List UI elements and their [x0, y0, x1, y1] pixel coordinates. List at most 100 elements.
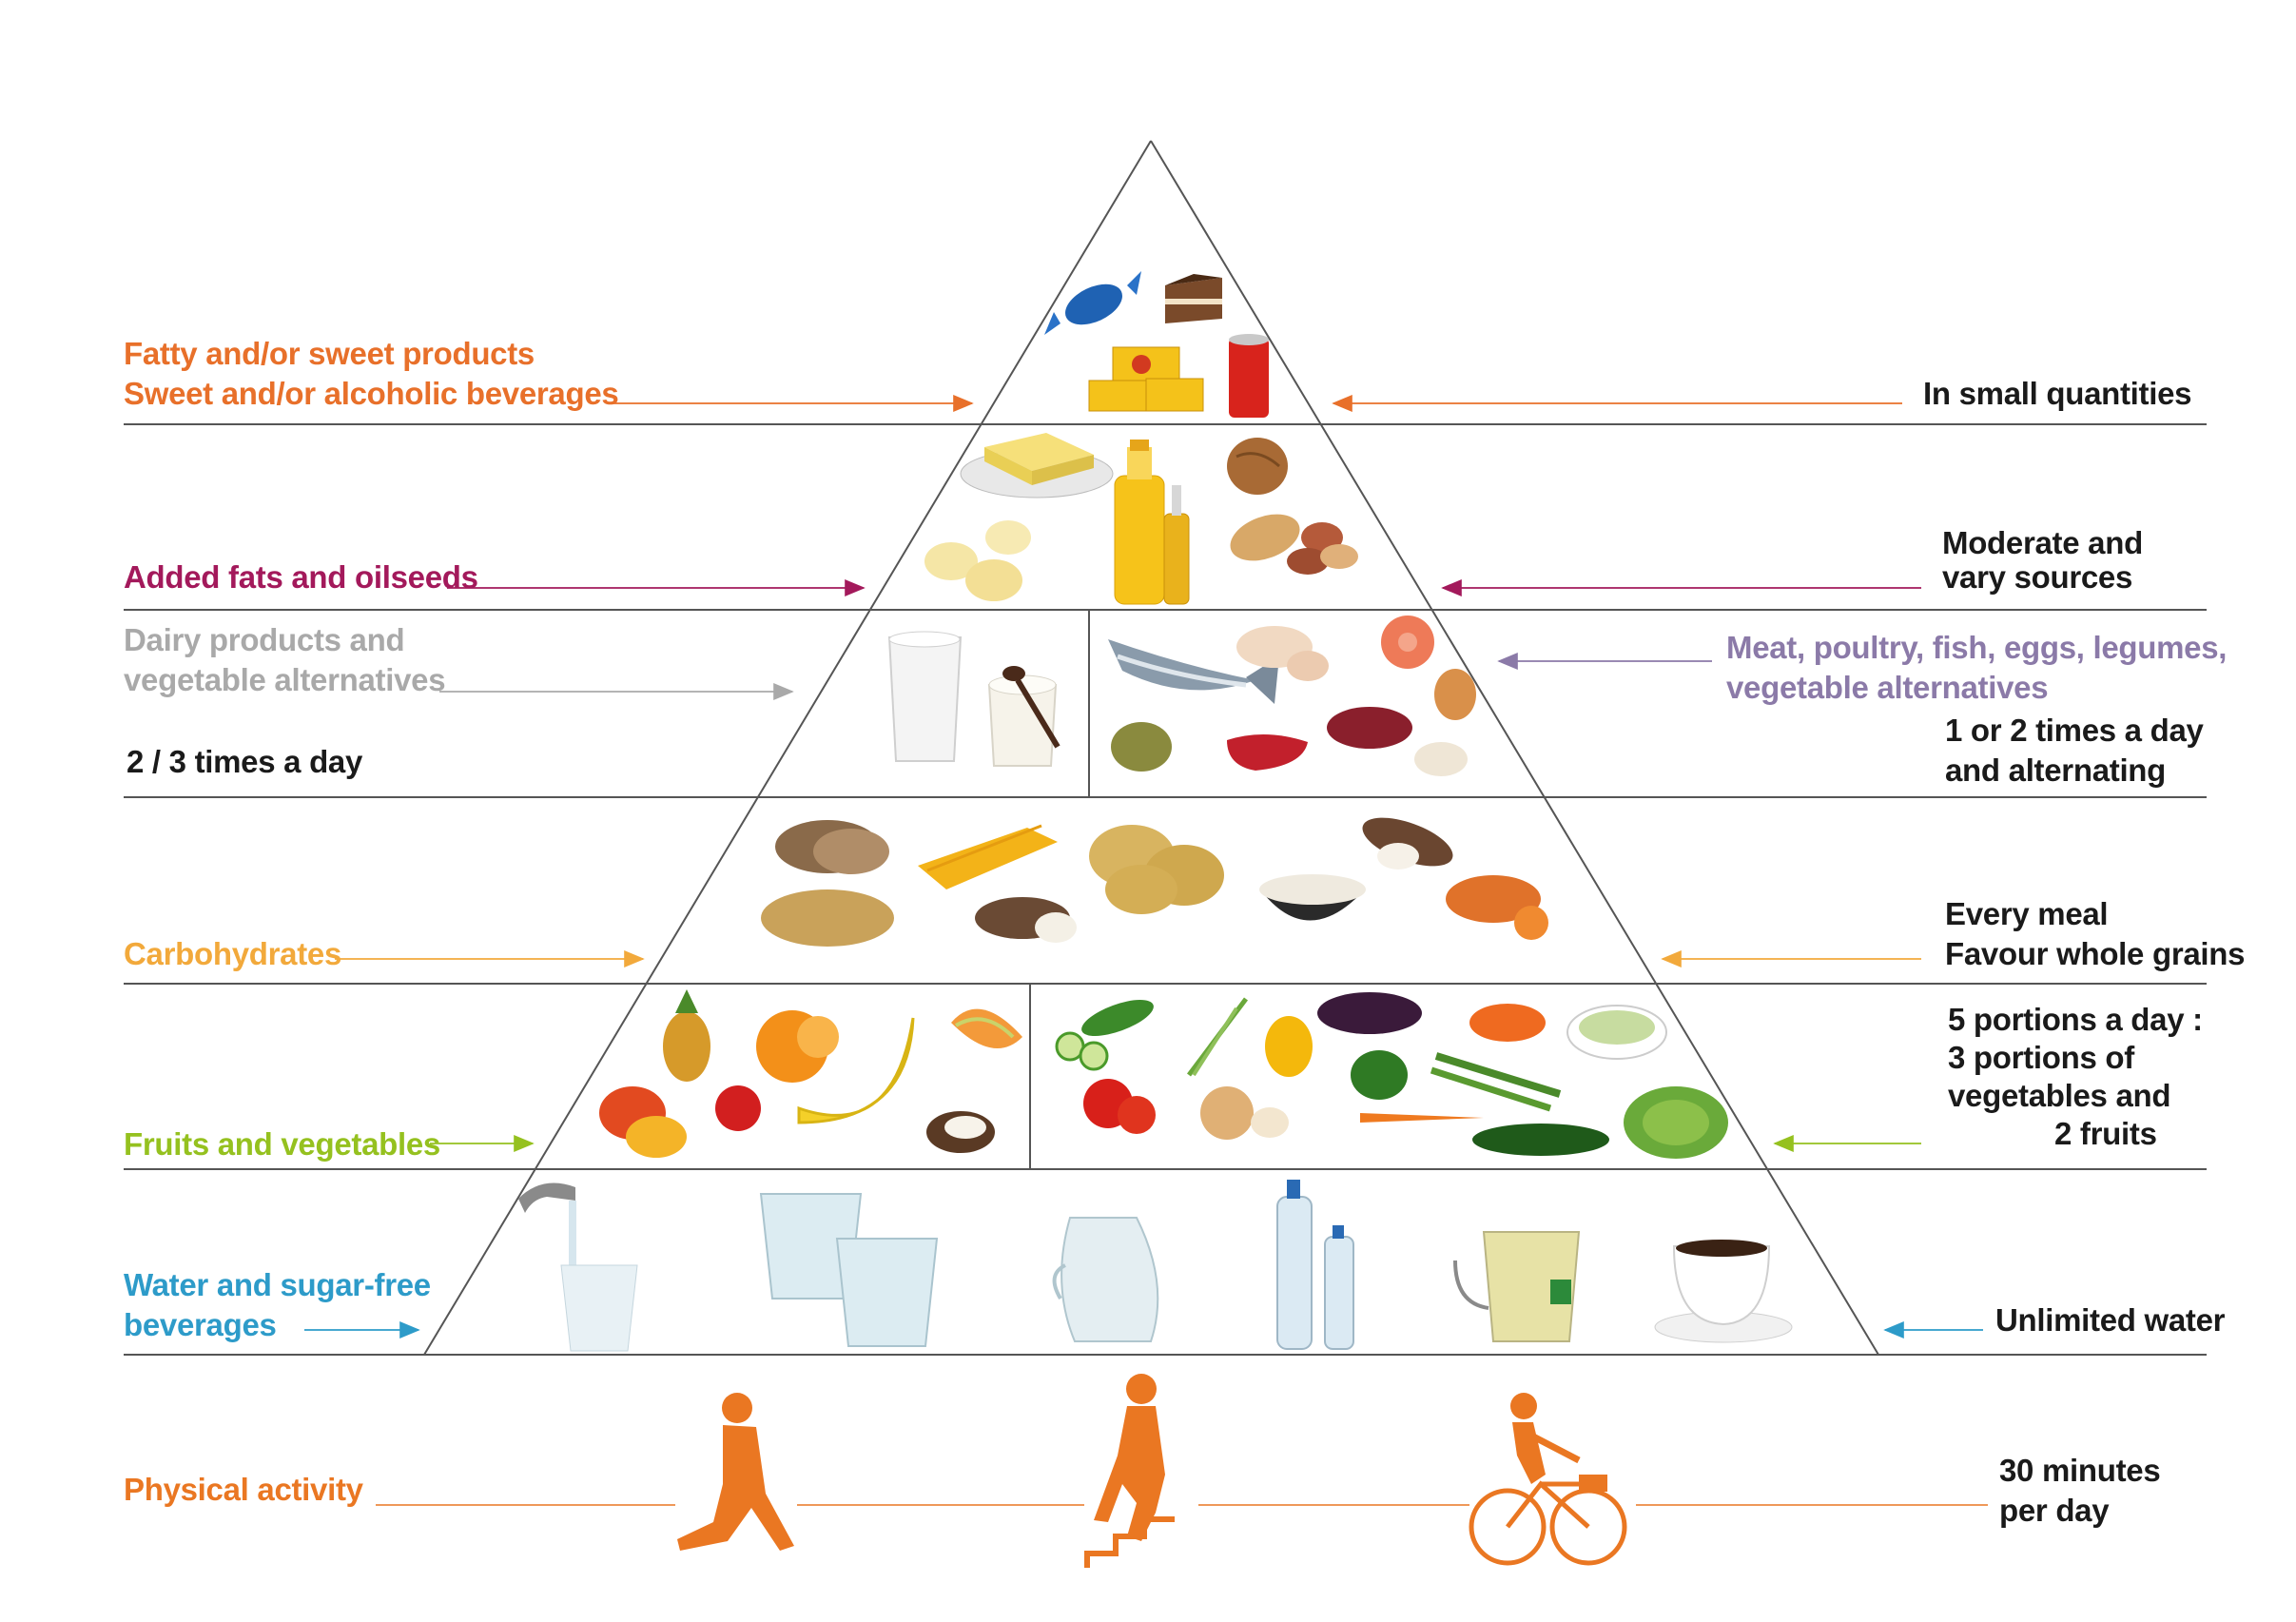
rice-bowl-icon — [1259, 874, 1366, 921]
water-jug-icon — [1052, 1217, 1159, 1342]
tier-dairy-frequency: 2 / 3 times a day — [126, 742, 362, 782]
orange-icon — [756, 1010, 839, 1083]
tea-glass-icon — [1453, 1231, 1581, 1342]
tier-proteins-recommendation: 1 or 2 times a day and alternating — [1945, 711, 2204, 791]
recommendation-line: Moderate and — [1942, 525, 2143, 560]
yogurt-pot-icon — [987, 666, 1060, 767]
water-bottles-icon — [1276, 1180, 1354, 1350]
tier-water-label: Water and sugar-free beverages — [124, 1265, 431, 1345]
milk-glass-icon — [887, 631, 963, 762]
banana-icon — [797, 1017, 915, 1124]
tier-water-line-1: Water and sugar-free — [124, 1267, 431, 1302]
pineapple-icon — [663, 989, 710, 1082]
pyramid-outline — [423, 140, 1879, 1356]
soup-bowl-icon — [1566, 1005, 1667, 1060]
apple-icon — [715, 1085, 761, 1131]
tier-fruits-vegetables-line: Fruits and vegetables — [124, 1126, 440, 1162]
recommendation-line: 2 fruits — [2054, 1116, 2157, 1151]
physical-activity-label: Physical activity — [124, 1470, 363, 1510]
oil-bottle-icon — [1114, 440, 1190, 605]
walking-person-icon — [677, 1393, 794, 1551]
tier-carbohydrates-line: Carbohydrates — [124, 936, 342, 971]
recommendation-line: 1 or 2 times a day — [1945, 713, 2204, 748]
tier-proteins-line-1: Meat, poultry, fish, eggs, legumes, — [1726, 630, 2228, 665]
coconut-icon — [926, 1111, 995, 1153]
salmon-icon — [1381, 616, 1434, 669]
tier-dairy-line-1: Dairy products and — [124, 622, 405, 657]
sweet-potato-icon — [1446, 875, 1548, 940]
tier-fatty-sweet-recommendation: In small quantities — [1923, 374, 2192, 414]
tier-fruits-vegetables-label: Fruits and vegetables — [124, 1124, 440, 1164]
egg-icon — [1434, 669, 1476, 720]
stair-climbing-person-icon — [1084, 1374, 1175, 1568]
dairy-frequency-text: 2 / 3 times a day — [126, 744, 363, 779]
pasta-icon — [918, 824, 1058, 889]
red-meat-icon — [1227, 733, 1308, 771]
physical-activity-line: Physical activity — [124, 1472, 363, 1507]
coffee-cup-icon — [1654, 1240, 1793, 1343]
herbs-icon — [1351, 1050, 1408, 1100]
tier-fats-recommendation: Moderate and vary sources — [1942, 526, 2143, 595]
grated-carrot-icon — [1469, 1004, 1546, 1042]
tier-fatty-sweet-line-1: Fatty and/or sweet products — [124, 336, 535, 371]
eggplant-icon — [1317, 992, 1422, 1034]
recommendation-line: vegetables and — [1948, 1078, 2171, 1113]
butter-curls-icon — [924, 520, 1031, 601]
tier-carbohydrates-recommendation: Every meal Favour whole grains — [1945, 894, 2246, 974]
tier-carbohydrates-label: Carbohydrates — [124, 934, 341, 974]
lettuce-icon — [1624, 1086, 1728, 1159]
lentils-icon — [1111, 722, 1172, 772]
recommendation-line: 30 minutes — [1999, 1453, 2161, 1488]
tier-proteins-line-2: vegetable alternatives — [1726, 670, 2049, 705]
tier-water-recommendation: Unlimited water — [1995, 1300, 2226, 1340]
potatoes-icon — [1089, 825, 1224, 914]
peanuts-icon — [1230, 514, 1358, 575]
candy-icon — [1044, 271, 1141, 335]
white-beans-icon — [1414, 742, 1468, 776]
yellow-pepper-icon — [1265, 1016, 1313, 1077]
walnut-icon — [1227, 438, 1288, 495]
spring-onion-icon — [1187, 997, 1248, 1077]
tomato-icon — [1083, 1079, 1156, 1134]
cucumber-slices-icon — [1055, 1000, 1154, 1071]
tier-dairy-line-2: vegetable alternatives — [124, 662, 446, 697]
green-beans-icon — [1430, 1052, 1562, 1112]
chicken-leg-icon — [1236, 626, 1329, 681]
recommendation-line: Favour whole grains — [1945, 936, 2246, 971]
cassava-icon — [1362, 817, 1453, 870]
tier-fats-oilseeds-line: Added fats and oilseeds — [124, 559, 478, 595]
fish-icon — [1108, 639, 1279, 704]
grains-icon — [761, 889, 894, 947]
recommendation-line: Unlimited water — [1995, 1302, 2226, 1338]
mango-icon — [599, 1086, 687, 1158]
recommendation-line: per day — [1999, 1493, 2110, 1528]
tier-water-line-2: beverages — [124, 1307, 277, 1342]
recommendation-line: 5 portions a day : — [1948, 1002, 2203, 1037]
soda-can-icon — [1229, 334, 1269, 418]
melon-icon — [951, 1008, 1022, 1048]
tier-fruits-vegetables-recommendation: 5 portions a day : 3 portions of vegetab… — [1948, 1001, 2203, 1153]
tap-water-icon — [518, 1182, 638, 1352]
kidney-beans-icon — [1327, 707, 1412, 749]
butter-dish-icon — [960, 433, 1114, 498]
tier-dairy-label: Dairy products and vegetable alternative… — [124, 620, 446, 700]
tier-fatty-sweet-label: Fatty and/or sweet products Sweet and/or… — [124, 334, 619, 414]
physical-activity-recommendation: 30 minutes per day — [1999, 1451, 2161, 1531]
cake-slice-icon — [1165, 274, 1222, 323]
recommendation-line: and alternating — [1945, 752, 2167, 788]
cycling-person-icon — [1469, 1393, 1627, 1566]
carrot-icon — [1360, 1113, 1484, 1123]
tier-proteins-label: Meat, poultry, fish, eggs, legumes, vege… — [1726, 628, 2227, 708]
recommendation-line: Every meal — [1945, 896, 2109, 931]
recommendation-line: vary sources — [1942, 559, 2133, 595]
tier-fatty-sweet-line-2: Sweet and/or alcoholic beverages — [124, 376, 619, 411]
recommendation-line: 3 portions of — [1948, 1040, 2134, 1075]
courgette-icon — [1472, 1124, 1609, 1156]
butter-cookies-box-icon — [1088, 346, 1204, 412]
bread-icon — [775, 820, 889, 874]
yam-icon — [975, 897, 1077, 943]
recommendation-line: In small quantities — [1923, 376, 2192, 411]
tier-fats-oilseeds-label: Added fats and oilseeds — [124, 557, 478, 597]
tier-separators — [124, 423, 2207, 1356]
